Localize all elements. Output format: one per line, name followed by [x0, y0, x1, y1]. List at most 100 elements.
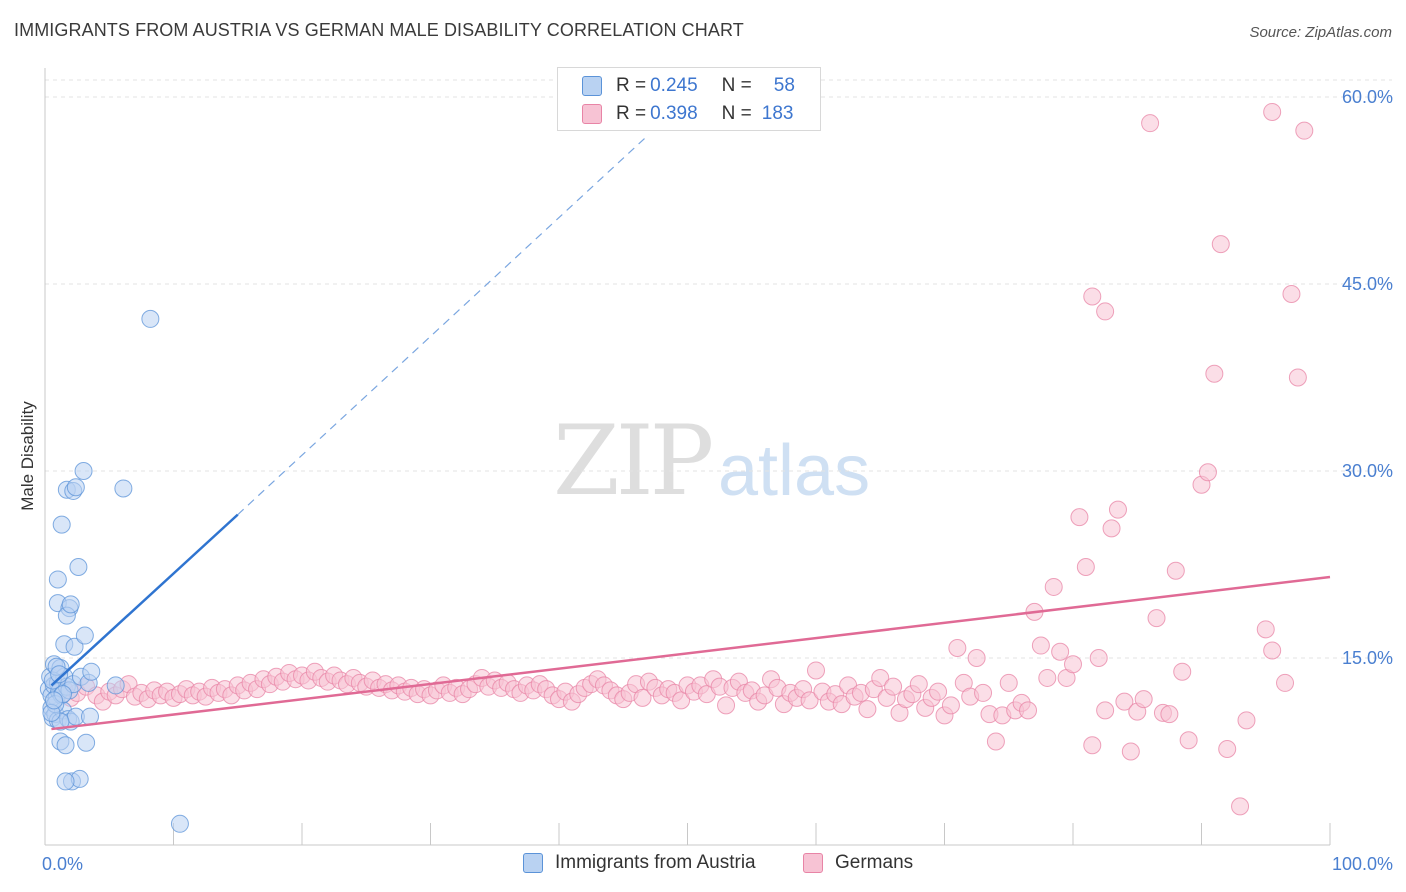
legend-n-label: N = — [721, 75, 752, 96]
germans-point — [1198, 463, 1217, 482]
germans-point — [1166, 561, 1185, 580]
germans-point — [1115, 692, 1134, 711]
germans-point — [1134, 690, 1153, 709]
germans-point — [1295, 121, 1314, 140]
source-label: Source: ZipAtlas.com — [1249, 24, 1392, 41]
germans-point — [1205, 364, 1224, 383]
germans-point — [1083, 287, 1102, 306]
series-legend-label: Germans — [835, 852, 914, 873]
watermark-zip: ZIP — [553, 405, 714, 517]
germans-point — [1064, 655, 1082, 674]
germans-point — [1263, 102, 1282, 121]
austria-point — [77, 733, 96, 752]
x-tick-label: 0.0% — [42, 854, 83, 874]
austria-point — [74, 462, 93, 480]
series-legend-germans: Germans — [803, 852, 913, 874]
austria-point — [114, 479, 133, 498]
austria-point — [44, 691, 63, 710]
austria-point — [65, 637, 84, 656]
series-swatch-austria — [523, 853, 543, 873]
germans-point — [717, 696, 736, 715]
germans-point — [1044, 577, 1063, 596]
legend-swatch-austria — [582, 76, 602, 96]
germans-point — [884, 677, 903, 696]
series-swatch-germans — [803, 853, 823, 873]
y-tick-label: 45.0% — [1342, 274, 1393, 294]
germans-point — [1276, 673, 1295, 692]
germans-point — [1282, 284, 1301, 303]
x-tick-label: 100.0% — [1332, 854, 1393, 874]
germans-point — [1083, 736, 1102, 755]
series-legend-austria: Immigrants from Austria — [523, 852, 756, 874]
legend-r-value: 0.245 — [650, 75, 698, 96]
germans-point — [1211, 235, 1230, 254]
germans-point — [1096, 302, 1115, 321]
austria-point — [82, 662, 101, 681]
germans-point — [1263, 641, 1282, 660]
austria-point — [48, 570, 67, 589]
germans-point — [807, 661, 825, 680]
germans-point — [1070, 508, 1089, 527]
germans-point — [1256, 620, 1275, 639]
austria-point — [170, 814, 189, 833]
legend-n-label: N = — [721, 103, 752, 124]
germans-point — [1160, 705, 1179, 724]
germans-point — [967, 649, 986, 667]
germans-point — [1051, 642, 1070, 661]
germans-point — [1089, 649, 1108, 667]
correlation-legend: R = 0.245 N = 58 R = 0.398 N = 183 — [557, 67, 821, 131]
austria-point — [106, 676, 125, 695]
germans-point — [1019, 701, 1038, 720]
germans-point — [1108, 500, 1127, 519]
austria-point — [56, 772, 75, 791]
germans-point — [1121, 742, 1140, 761]
germans-point — [948, 639, 967, 658]
y-tick-label: 30.0% — [1342, 461, 1393, 481]
germans-point — [1288, 368, 1307, 387]
germans-point — [986, 732, 1005, 751]
germans-trend-line — [51, 575, 1331, 731]
series-legend: Immigrants from Austria Germans — [0, 852, 1406, 878]
austria-point — [52, 515, 71, 534]
germans-point — [1102, 519, 1121, 538]
germans-point — [1076, 557, 1095, 576]
legend-r-label: R = — [616, 75, 647, 96]
germans-point — [633, 688, 652, 707]
austria-point — [141, 309, 160, 328]
legend-r-label: R = — [616, 103, 647, 124]
germans-point — [800, 691, 819, 710]
germans-point — [858, 700, 877, 719]
germans-point — [1038, 668, 1057, 687]
germans-point — [909, 675, 928, 694]
germans-point — [929, 682, 948, 701]
germans-point — [1237, 711, 1256, 730]
legend-swatch-germans — [582, 104, 602, 124]
chart-title: IMMIGRANTS FROM AUSTRIA VS GERMAN MALE D… — [14, 20, 744, 40]
germans-point — [1179, 731, 1198, 750]
legend-n-value: 58 — [773, 75, 795, 96]
germans-point — [974, 683, 993, 702]
germans-point — [871, 668, 890, 687]
germans-point — [941, 696, 960, 715]
austria-point — [69, 557, 88, 576]
y-tick-label: 15.0% — [1342, 648, 1393, 668]
austria-point — [56, 736, 75, 755]
austria-point — [75, 626, 94, 645]
austria-trend-line — [50, 513, 239, 687]
y-tick-label: 60.0% — [1342, 87, 1393, 107]
germans-point — [1173, 662, 1192, 681]
austria-trend-extension — [237, 133, 650, 516]
germans-point — [1096, 701, 1115, 720]
legend-row-germans: R = 0.398 N = 183 — [582, 101, 793, 127]
germans-point — [999, 673, 1018, 692]
germans-point — [1031, 636, 1050, 655]
legend-row-austria: R = 0.245 N = 58 — [582, 73, 795, 99]
germans-point — [1141, 114, 1160, 133]
austria-point — [61, 595, 80, 614]
austria-point — [50, 665, 69, 684]
germans-point — [672, 691, 691, 710]
series-legend-label: Immigrants from Austria — [555, 852, 756, 873]
austria-point — [66, 478, 85, 497]
germans-point — [1231, 797, 1250, 816]
